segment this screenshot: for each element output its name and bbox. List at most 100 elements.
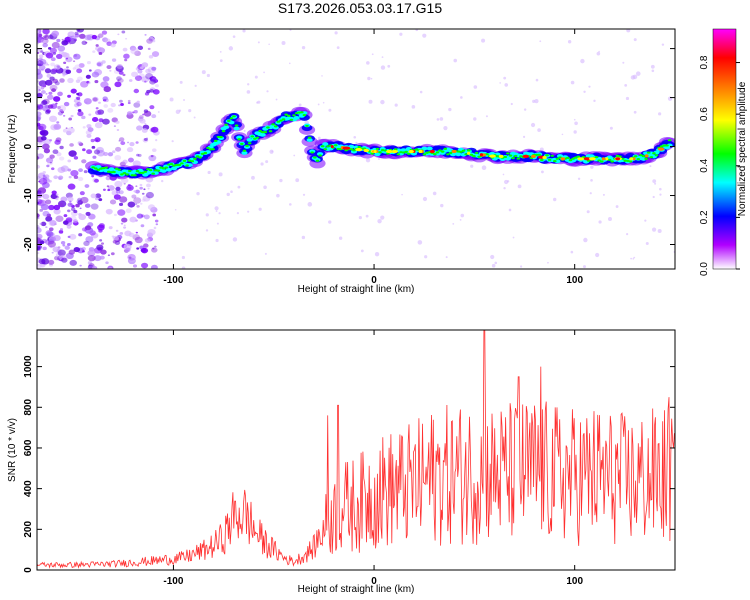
spectrogram-xlabel: Height of straight line (km) <box>298 284 415 295</box>
ridge-mark <box>545 154 549 157</box>
noise-blob <box>63 61 67 65</box>
ridge-mark <box>349 148 354 151</box>
noise-blob <box>216 222 219 225</box>
ridge-mark <box>438 149 442 152</box>
ridge-hotspot <box>629 157 634 161</box>
ridge-mark <box>344 149 348 152</box>
ridge-mark <box>576 155 581 158</box>
noise-blob <box>625 96 630 101</box>
noise-blob <box>133 110 138 114</box>
noise-blob <box>586 210 590 214</box>
noise-blob <box>152 39 156 43</box>
ridge-mark <box>208 148 213 151</box>
noise-blob <box>37 201 40 205</box>
noise-blob <box>128 79 133 82</box>
noise-blob <box>98 198 103 202</box>
noise-blob <box>201 70 206 75</box>
noise-blob <box>45 79 53 86</box>
noise-blob <box>365 158 371 163</box>
ridge-mark <box>108 167 115 172</box>
ridge-mark <box>322 142 329 146</box>
noise-blob <box>338 236 343 240</box>
noise-blob <box>120 222 124 225</box>
noise-blob <box>147 47 151 50</box>
ridge-mark <box>539 158 544 162</box>
noise-blob <box>107 254 111 257</box>
ridge-mark <box>435 151 440 154</box>
noise-blob <box>103 151 109 157</box>
noise-blob <box>133 88 140 94</box>
noise-blob <box>102 118 110 125</box>
noise-blob <box>94 137 101 143</box>
ridge-mark <box>426 146 433 151</box>
noise-blob <box>37 47 43 54</box>
ridge-hotspot <box>408 149 414 154</box>
ridge-mark <box>597 159 601 162</box>
noise-blob <box>127 99 131 103</box>
noise-blob <box>73 155 77 158</box>
noise-blob <box>66 66 69 69</box>
noise-blob <box>624 83 628 87</box>
noise-blob <box>78 63 85 68</box>
noise-blob <box>81 115 86 120</box>
noise-blob <box>62 128 68 133</box>
noise-blob <box>54 139 61 145</box>
noise-blob <box>101 60 106 64</box>
noise-blob <box>61 38 64 41</box>
noise-blob <box>355 141 358 144</box>
noise-blob <box>83 170 88 174</box>
noise-blob <box>179 80 183 84</box>
noise-blob <box>266 90 269 93</box>
noise-blob <box>83 240 90 246</box>
noise-blob <box>45 216 53 222</box>
noise-blob <box>589 192 592 195</box>
ridge-hotspot <box>451 149 457 154</box>
noise-blob <box>73 102 80 108</box>
noise-blob <box>171 140 174 143</box>
ridge-mark <box>302 114 307 117</box>
noise-blob <box>336 46 340 50</box>
ridge-mark <box>422 153 427 156</box>
ridge-mark <box>177 163 182 167</box>
chart-title: S173.2026.053.03.17.G15 <box>278 0 442 16</box>
noise-blob <box>114 81 122 88</box>
ridge-mark <box>91 166 95 169</box>
noise-blob <box>257 41 260 44</box>
noise-blob <box>537 128 541 132</box>
noise-blob <box>635 71 641 76</box>
noise-blob <box>67 196 74 202</box>
noise-blob <box>75 79 81 83</box>
noise-blob <box>358 216 362 220</box>
noise-blob <box>90 203 99 210</box>
ridge-mark <box>464 153 468 156</box>
noise-blob <box>55 53 63 59</box>
noise-blob <box>150 77 158 83</box>
noise-blob <box>39 208 43 212</box>
noise-blob <box>113 125 116 127</box>
noise-blob <box>90 138 95 143</box>
noise-blob <box>76 68 83 74</box>
ridge-mark <box>216 135 221 139</box>
noise-blob <box>127 253 136 261</box>
noise-blob <box>139 183 143 187</box>
noise-blob <box>78 212 82 216</box>
noise-blob <box>275 98 278 101</box>
noise-blob <box>491 263 496 268</box>
noise-blob <box>188 109 192 113</box>
ridge-mark <box>310 151 315 154</box>
noise-blob <box>508 208 512 212</box>
noise-blob <box>45 157 54 164</box>
noise-blob <box>51 41 60 49</box>
noise-blob <box>37 104 44 110</box>
noise-blob <box>443 126 448 131</box>
noise-blob <box>74 31 79 35</box>
noise-blob <box>49 47 57 54</box>
noise-blob <box>183 99 186 102</box>
colorbar: 0.0 0.2 0.4 0.6 0.8 Normalized spectral ampl… <box>699 28 748 276</box>
noise-blob <box>258 207 262 211</box>
noise-blob <box>114 180 123 188</box>
noise-blob <box>47 34 54 40</box>
noise-blob <box>49 139 53 142</box>
noise-blob <box>47 259 55 265</box>
noise-blob <box>57 45 66 52</box>
